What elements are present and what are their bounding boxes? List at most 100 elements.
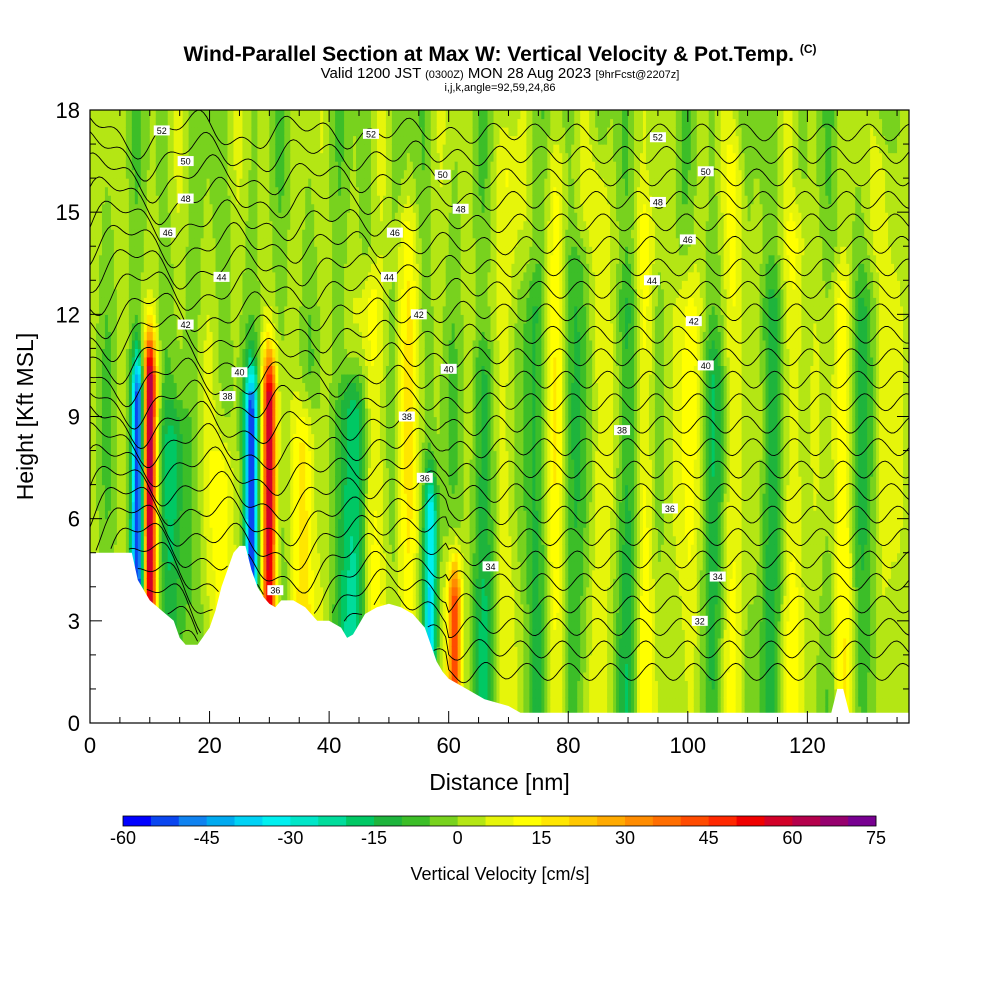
- field-cell: [290, 399, 294, 409]
- field-cell: [191, 518, 196, 528]
- field-cell: [206, 425, 211, 435]
- field-cell: [146, 544, 151, 554]
- field-cell: [158, 314, 163, 324]
- field-cell: [101, 178, 106, 188]
- field-cell: [143, 297, 148, 307]
- field-cell: [251, 263, 255, 273]
- field-cell: [113, 339, 118, 349]
- field-cell: [218, 144, 223, 154]
- field-cell: [272, 178, 276, 188]
- field-cell: [203, 203, 208, 213]
- field-cell: [131, 161, 136, 171]
- field-cell: [188, 212, 193, 222]
- field-cell: [254, 399, 258, 409]
- field-cell: [194, 425, 199, 435]
- field-cell: [116, 476, 121, 486]
- field-cell: [266, 493, 270, 503]
- field-cell: [230, 237, 235, 247]
- field-cell: [125, 382, 130, 392]
- field-cell: [164, 186, 169, 196]
- field-cell: [218, 169, 223, 179]
- field-cell: [122, 178, 127, 188]
- field-cell: [290, 195, 294, 205]
- field-cell: [203, 484, 208, 494]
- field-cell: [257, 305, 261, 315]
- field-cell: [146, 178, 151, 188]
- field-cell: [251, 237, 255, 247]
- field-cell: [215, 246, 220, 256]
- field-cell: [260, 169, 264, 179]
- field-cell: [161, 331, 166, 341]
- field-cell: [287, 484, 291, 494]
- field-cell: [287, 195, 291, 205]
- field-cell: [125, 527, 130, 537]
- field-cell: [158, 484, 163, 494]
- title-block: Wind-Parallel Section at Max W: Vertical…: [0, 38, 1000, 94]
- field-cell: [122, 110, 127, 120]
- field-cell: [272, 476, 276, 486]
- field-cell: [149, 535, 154, 545]
- field-cell: [269, 178, 273, 188]
- field-cell: [227, 127, 232, 137]
- field-cell: [209, 152, 214, 162]
- field-cell: [98, 365, 103, 375]
- field-cell: [236, 246, 241, 256]
- field-cell: [188, 288, 193, 298]
- field-cell: [119, 229, 124, 239]
- field-cell: [254, 407, 258, 418]
- field-cell: [176, 169, 181, 179]
- field-cell: [221, 237, 226, 247]
- field-cell: [179, 484, 184, 494]
- field-cell: [98, 161, 103, 171]
- field-cell: [284, 476, 288, 486]
- field-cell: [257, 535, 261, 545]
- field-cell: [221, 433, 226, 443]
- field-cell: [290, 586, 294, 596]
- field-cell: [260, 399, 264, 409]
- field-cell: [233, 373, 238, 384]
- field-cell: [227, 425, 232, 435]
- field-cell: [182, 425, 187, 435]
- field-cell: [122, 544, 127, 554]
- field-cell: [227, 356, 232, 367]
- field-cell: [113, 246, 118, 256]
- field-cell: [143, 280, 148, 290]
- field-cell: [167, 450, 172, 460]
- field-cell: [131, 237, 136, 247]
- field-cell: [92, 373, 97, 384]
- field-cell: [146, 442, 151, 452]
- field-cell: [281, 263, 285, 273]
- field-cell: [263, 348, 267, 358]
- field-cell: [293, 578, 297, 588]
- field-cell: [158, 348, 163, 358]
- field-cell: [257, 229, 261, 239]
- field-cell: [167, 314, 172, 324]
- field-cell: [110, 390, 115, 401]
- field-cell: [176, 263, 181, 273]
- field-cell: [134, 433, 139, 443]
- field-cell: [263, 339, 267, 349]
- field-cell: [242, 314, 247, 324]
- field-cell: [146, 322, 151, 332]
- field-cell: [155, 271, 160, 281]
- field-cell: [95, 442, 100, 452]
- field-cell: [218, 586, 223, 596]
- field-cell: [152, 288, 157, 298]
- field-cell: [161, 425, 166, 435]
- field-cell: [257, 459, 261, 469]
- field-cell: [164, 237, 169, 247]
- field-cell: [191, 407, 196, 418]
- field-cell: [227, 280, 232, 290]
- field-cell: [257, 314, 261, 324]
- field-cell: [116, 416, 121, 426]
- field-cell: [119, 442, 124, 452]
- field-cell: [98, 493, 103, 503]
- field-cell: [260, 467, 264, 477]
- field-cell: [194, 246, 199, 256]
- field-cell: [131, 476, 136, 486]
- field-cell: [167, 518, 172, 528]
- field-cell: [101, 459, 106, 469]
- field-cell: [176, 493, 181, 503]
- field-cell: [107, 203, 112, 213]
- field-cell: [239, 254, 244, 264]
